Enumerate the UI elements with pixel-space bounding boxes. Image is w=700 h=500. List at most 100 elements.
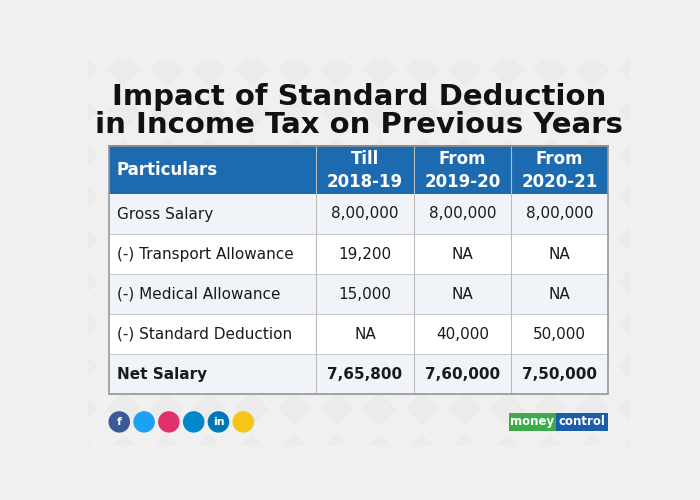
Polygon shape <box>448 307 482 341</box>
Polygon shape <box>533 434 567 468</box>
Bar <box>556 412 608 431</box>
Polygon shape <box>575 96 610 130</box>
Polygon shape <box>405 307 440 341</box>
Circle shape <box>233 412 253 432</box>
Polygon shape <box>64 350 98 384</box>
Polygon shape <box>150 392 183 426</box>
Text: 50,000: 50,000 <box>533 326 586 342</box>
Polygon shape <box>363 180 397 214</box>
Polygon shape <box>320 350 354 384</box>
Polygon shape <box>405 10 440 44</box>
Polygon shape <box>320 434 354 468</box>
Polygon shape <box>618 265 652 298</box>
Polygon shape <box>405 265 440 298</box>
Polygon shape <box>320 53 354 87</box>
Polygon shape <box>363 53 397 87</box>
Polygon shape <box>107 96 141 130</box>
Polygon shape <box>150 307 183 341</box>
Bar <box>109 194 608 234</box>
Polygon shape <box>618 96 652 130</box>
Polygon shape <box>533 265 567 298</box>
Polygon shape <box>64 53 98 87</box>
Polygon shape <box>107 392 141 426</box>
Polygon shape <box>448 265 482 298</box>
Text: in Income Tax on Previous Years: in Income Tax on Previous Years <box>94 112 623 140</box>
Text: From
2019-20: From 2019-20 <box>424 150 500 190</box>
Polygon shape <box>363 96 397 130</box>
Polygon shape <box>277 180 312 214</box>
Text: (-) Transport Allowance: (-) Transport Allowance <box>117 246 294 262</box>
Polygon shape <box>192 222 226 256</box>
Text: 8,00,000: 8,00,000 <box>331 206 399 222</box>
Polygon shape <box>491 96 524 130</box>
Polygon shape <box>107 180 141 214</box>
Polygon shape <box>575 10 610 44</box>
Text: in: in <box>213 417 224 427</box>
Polygon shape <box>277 222 312 256</box>
Polygon shape <box>234 96 269 130</box>
Polygon shape <box>448 434 482 468</box>
Text: 8,00,000: 8,00,000 <box>428 206 496 222</box>
Polygon shape <box>575 180 610 214</box>
Polygon shape <box>491 434 524 468</box>
Polygon shape <box>618 350 652 384</box>
Polygon shape <box>64 10 98 44</box>
Polygon shape <box>405 350 440 384</box>
Polygon shape <box>618 434 652 468</box>
Text: 15,000: 15,000 <box>339 286 391 302</box>
Polygon shape <box>107 53 141 87</box>
Polygon shape <box>533 10 567 44</box>
Polygon shape <box>618 180 652 214</box>
Polygon shape <box>64 96 98 130</box>
Polygon shape <box>533 180 567 214</box>
Polygon shape <box>448 10 482 44</box>
Polygon shape <box>150 265 183 298</box>
Polygon shape <box>618 53 652 87</box>
Polygon shape <box>150 180 183 214</box>
Polygon shape <box>64 434 98 468</box>
Polygon shape <box>448 138 482 172</box>
Polygon shape <box>405 138 440 172</box>
Polygon shape <box>150 138 183 172</box>
Polygon shape <box>533 307 567 341</box>
Polygon shape <box>107 434 141 468</box>
Polygon shape <box>192 434 226 468</box>
Polygon shape <box>192 96 226 130</box>
Bar <box>109 146 608 394</box>
Polygon shape <box>107 350 141 384</box>
Polygon shape <box>234 53 269 87</box>
Polygon shape <box>234 392 269 426</box>
Text: NA: NA <box>549 286 570 302</box>
Text: 8,00,000: 8,00,000 <box>526 206 594 222</box>
Polygon shape <box>405 53 440 87</box>
Polygon shape <box>618 10 652 44</box>
Polygon shape <box>192 265 226 298</box>
Polygon shape <box>150 96 183 130</box>
Polygon shape <box>363 350 397 384</box>
Polygon shape <box>64 265 98 298</box>
Polygon shape <box>234 434 269 468</box>
Polygon shape <box>234 10 269 44</box>
Polygon shape <box>363 307 397 341</box>
Polygon shape <box>192 10 226 44</box>
Polygon shape <box>150 53 183 87</box>
Polygon shape <box>405 96 440 130</box>
Text: f: f <box>117 417 122 427</box>
Text: control: control <box>559 416 606 428</box>
Polygon shape <box>64 392 98 426</box>
Polygon shape <box>234 138 269 172</box>
Polygon shape <box>405 392 440 426</box>
Polygon shape <box>575 434 610 468</box>
Bar <box>109 354 608 394</box>
Polygon shape <box>150 222 183 256</box>
Text: (-) Standard Deduction: (-) Standard Deduction <box>117 326 292 342</box>
Text: (-) Medical Allowance: (-) Medical Allowance <box>117 286 281 302</box>
Polygon shape <box>575 350 610 384</box>
Polygon shape <box>363 138 397 172</box>
Polygon shape <box>234 180 269 214</box>
Polygon shape <box>405 180 440 214</box>
Polygon shape <box>575 265 610 298</box>
Polygon shape <box>64 307 98 341</box>
Polygon shape <box>491 307 524 341</box>
Polygon shape <box>192 392 226 426</box>
